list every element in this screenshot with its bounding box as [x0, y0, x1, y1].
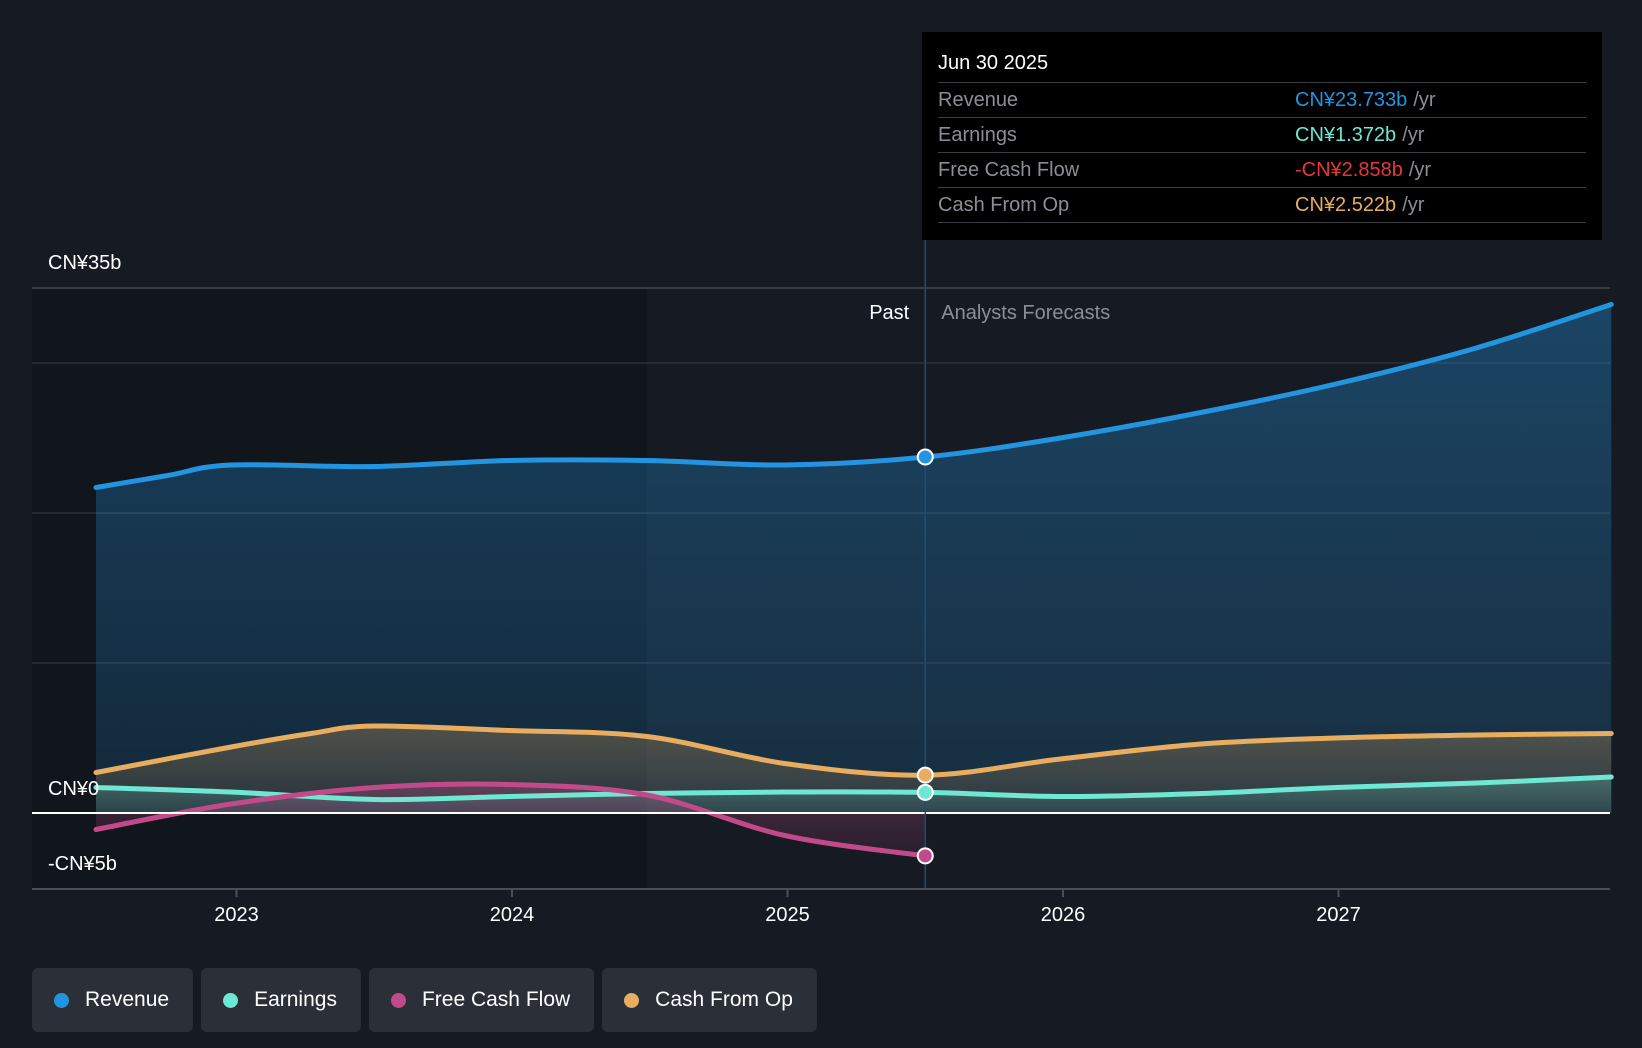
tooltip-row-earnings: Earnings CN¥1.372b /yr [938, 118, 1586, 153]
y-label-zero: CN¥0 [48, 778, 100, 800]
earnings-dot-icon [223, 992, 239, 1008]
legend-label: Revenue [85, 988, 170, 1011]
past-label: Past [869, 302, 909, 324]
x-tick-label: 2023 [214, 904, 259, 926]
tooltip-label: Earnings [938, 124, 1017, 146]
tooltip-label: Cash From Op [938, 194, 1070, 216]
tooltip-value: -CN¥2.858b [1295, 159, 1403, 181]
cash-from-op-point-marker[interactable] [916, 766, 934, 784]
tooltip-unit: /yr [1402, 124, 1425, 146]
free-cash-flow-area [96, 783, 926, 856]
legend-item-cash-from-op[interactable]: Cash From Op [602, 968, 817, 1032]
earnings-point-marker[interactable] [916, 783, 934, 801]
revenue-area [96, 304, 1612, 813]
tooltip-unit: /yr [1408, 159, 1432, 181]
tooltip-unit: /yr [1402, 194, 1425, 216]
tooltip-unit: /yr [1413, 89, 1436, 111]
x-tick-label: 2027 [1316, 904, 1361, 926]
legend-item-revenue[interactable]: Revenue [32, 968, 194, 1032]
tooltip-label: Free Cash Flow [938, 159, 1080, 181]
forecast-label: Analysts Forecasts [941, 302, 1110, 324]
revenue-point-marker[interactable] [916, 448, 934, 466]
tooltip-label: Revenue [938, 89, 1019, 111]
revenue-line [93, 302, 1614, 490]
legend: Revenue Earnings Free Cash Flow Cash Fro… [32, 968, 817, 1032]
revenue-dot-icon [54, 992, 69, 1008]
y-label-bottom: -CN¥5b [48, 853, 117, 875]
legend-item-free-cash-flow[interactable]: Free Cash Flow [368, 968, 595, 1032]
cash-from-op-line [93, 723, 1614, 778]
x-tick-label: 2026 [1041, 904, 1086, 926]
free-cash-flow-line [93, 781, 928, 859]
tooltip-value: CN¥2.522b [1295, 194, 1397, 216]
tooltip-row-revenue: Revenue CN¥23.733b /yr [938, 83, 1586, 118]
tooltip: Jun 30 2025 Revenue CN¥23.733b /yr Earni… [922, 32, 1602, 240]
tooltip-row-free-cash-flow: Free Cash Flow -CN¥2.858b /yr [938, 153, 1586, 188]
x-tick-label: 2025 [765, 904, 810, 926]
legend-label: Earnings [254, 988, 337, 1011]
legend-label: Free Cash Flow [421, 988, 571, 1011]
free-cash-flow-dot-icon [390, 992, 406, 1008]
free-cash-flow-point-marker[interactable] [916, 847, 934, 865]
tooltip-row-cash-from-op: Cash From Op CN¥2.522b /yr [938, 188, 1586, 223]
earnings-line [93, 774, 1614, 803]
y-label-top: CN¥35b [48, 252, 122, 274]
legend-item-earnings[interactable]: Earnings [201, 968, 361, 1032]
tooltip-value: CN¥23.733b [1295, 89, 1408, 111]
tooltip-date: Jun 30 2025 [938, 48, 1586, 83]
tooltip-value: CN¥1.372b [1295, 124, 1397, 146]
cash-from-op-dot-icon [624, 992, 640, 1008]
x-tick-label: 2024 [490, 904, 535, 926]
legend-label: Cash From Op [655, 988, 793, 1011]
